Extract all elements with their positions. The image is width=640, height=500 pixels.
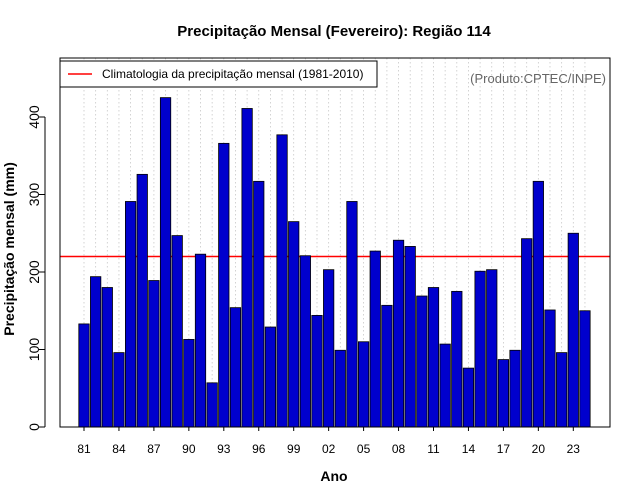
bar-13 (451, 290, 463, 428)
y-tick-label: 0 (26, 423, 42, 431)
legend-box (59, 60, 378, 88)
y-tick-label: 300 (26, 183, 42, 207)
x-tick-label: 17 (497, 442, 511, 456)
bar-18 (509, 349, 521, 428)
bar-15 (474, 270, 486, 428)
bar-08 (392, 239, 405, 428)
bar-82 (90, 276, 102, 428)
legend-label: Climatologia da precipitação mensal (198… (102, 67, 363, 81)
bar-02 (323, 269, 335, 428)
x-axis-label: Ano (320, 468, 347, 484)
bar-93 (218, 142, 230, 428)
bar-97 (264, 326, 277, 428)
x-tick-label: 99 (287, 442, 301, 456)
x-tick-label: 96 (252, 442, 266, 456)
y-axis-label: Precipitação mensal (mm) (1, 162, 17, 336)
bar-96 (253, 180, 265, 428)
bar-84 (113, 352, 125, 428)
x-tick-label: 90 (182, 442, 196, 456)
bar-10 (416, 295, 428, 428)
chart-title: Precipitação Mensal (Fevereiro): Região … (177, 23, 491, 40)
bar-11 (427, 287, 440, 428)
bar-01 (311, 314, 323, 428)
x-tick-label: 20 (532, 442, 546, 456)
x-tick-label: 84 (112, 442, 126, 456)
bar-05 (357, 341, 370, 428)
bar-90 (183, 339, 195, 428)
x-tick-label: 93 (217, 442, 231, 456)
bar-81 (78, 323, 90, 428)
bar-23 (567, 232, 579, 428)
bar-06 (369, 250, 381, 428)
x-tick-label: 14 (462, 442, 476, 456)
y-axis: 0 100 200 300 400 (26, 105, 46, 431)
x-tick-label: 02 (322, 442, 336, 456)
x-axis: 81 84 87 90 93 96 99 02 05 08 11 14 17 20 23 (77, 427, 580, 456)
x-tick-label: 05 (357, 442, 371, 456)
credit-text: (Produto:CPTEC/INPE) (470, 71, 606, 86)
bar-83 (101, 287, 113, 428)
plot-frame (59, 57, 611, 428)
bar-12 (439, 343, 451, 428)
bar-94 (229, 307, 242, 428)
bar-14 (462, 367, 475, 428)
y-tick-label: 100 (26, 338, 42, 362)
bar-16 (486, 269, 498, 428)
bar-04 (346, 201, 358, 428)
bar-95 (241, 108, 253, 428)
y-tick-label: 200 (26, 260, 42, 284)
bar-92 (206, 382, 218, 428)
x-tick-label: 81 (77, 442, 91, 456)
bar-86 (136, 173, 148, 428)
y-tick-label: 400 (26, 105, 42, 129)
bar-98 (276, 134, 288, 428)
bar-19 (521, 238, 533, 428)
bar-09 (404, 246, 416, 428)
bar-88 (159, 97, 172, 428)
x-tick-label: 23 (567, 442, 581, 456)
bar-24 (579, 310, 591, 428)
x-tick-label: 87 (147, 442, 161, 456)
bar-17 (497, 359, 510, 428)
legend: Climatologia da precipitação mensal (198… (59, 60, 378, 88)
bar-89 (171, 235, 183, 428)
bar-00 (299, 255, 311, 428)
bar-20 (532, 180, 544, 428)
bar-21 (544, 309, 556, 428)
bar-22 (556, 352, 568, 428)
bars-layer (78, 97, 591, 428)
bar-99 (288, 221, 300, 428)
bar-87 (148, 280, 160, 428)
bar-07 (381, 304, 393, 428)
bar-03 (334, 349, 346, 428)
x-tick-label: 11 (427, 442, 440, 456)
bar-85 (125, 201, 137, 428)
x-tick-label: 08 (392, 442, 406, 456)
bar-91 (194, 253, 207, 428)
